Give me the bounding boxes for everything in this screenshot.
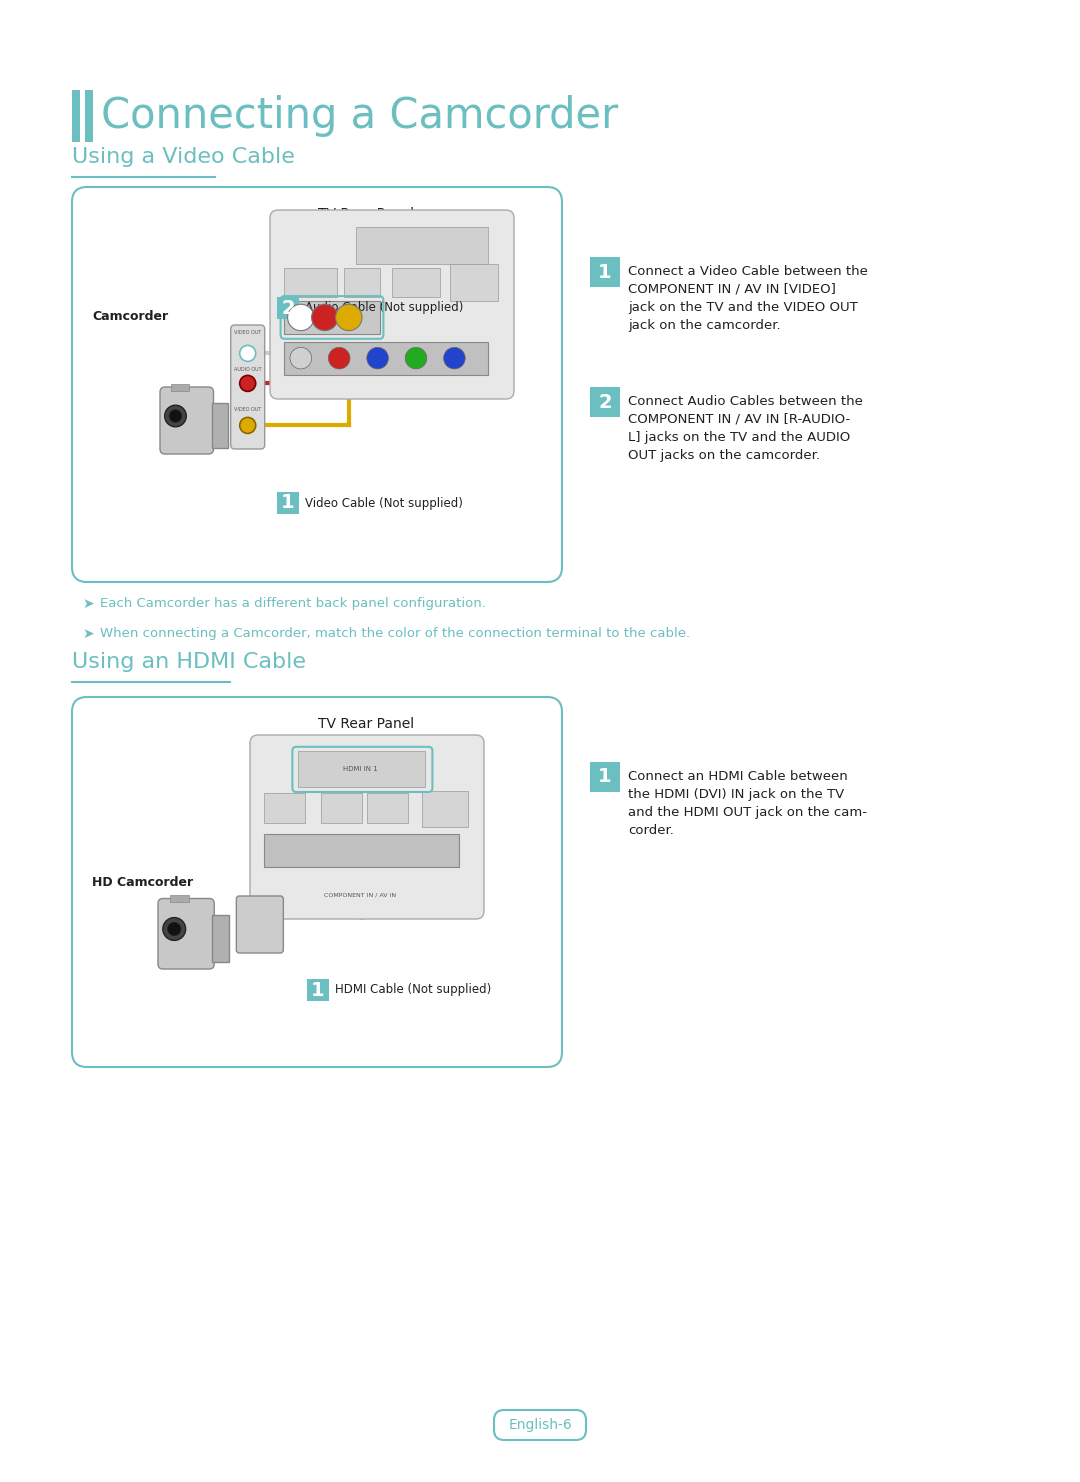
Text: Using a Video Cable: Using a Video Cable [72, 147, 295, 167]
Text: 2: 2 [281, 298, 295, 317]
Bar [213, 914, 229, 962]
Bar [284, 267, 337, 296]
Bar [449, 264, 498, 301]
Bar [367, 793, 408, 824]
Text: 1: 1 [281, 494, 295, 513]
Bar [171, 384, 189, 391]
Circle shape [240, 375, 256, 391]
Text: Using an HDMI Cable: Using an HDMI Cable [72, 652, 306, 671]
Circle shape [312, 304, 338, 330]
Text: Each Camcorder has a different back panel configuration.: Each Camcorder has a different back pane… [100, 597, 486, 611]
Circle shape [167, 922, 181, 935]
Bar [85, 90, 93, 142]
Text: Connecting a Camcorder: Connecting a Camcorder [102, 95, 618, 136]
Bar [392, 267, 440, 296]
Text: Connect an HDMI Cable between
the HDMI (DVI) IN jack on the TV
and the HDMI OUT : Connect an HDMI Cable between the HDMI (… [627, 771, 867, 837]
Text: 1: 1 [598, 262, 611, 282]
Bar [170, 895, 189, 903]
Text: 1: 1 [598, 768, 611, 787]
FancyBboxPatch shape [231, 325, 265, 449]
Bar [298, 751, 424, 787]
Circle shape [163, 917, 186, 941]
Text: Connect a Video Cable between the
COMPONENT IN / AV IN [VIDEO]
jack on the TV an: Connect a Video Cable between the COMPON… [627, 265, 868, 332]
Text: ➤: ➤ [82, 597, 94, 611]
Text: VIDEO OUT: VIDEO OUT [234, 330, 261, 335]
FancyBboxPatch shape [158, 898, 214, 969]
Text: HDMI Cable (Not supplied): HDMI Cable (Not supplied) [335, 984, 491, 996]
FancyBboxPatch shape [160, 387, 214, 453]
Bar [307, 980, 329, 1000]
Circle shape [328, 347, 350, 369]
FancyBboxPatch shape [72, 187, 562, 582]
Circle shape [444, 347, 465, 369]
Bar [284, 301, 380, 333]
Bar [264, 834, 459, 867]
Text: 1: 1 [311, 981, 325, 999]
FancyBboxPatch shape [72, 697, 562, 1067]
Bar [264, 793, 305, 824]
FancyBboxPatch shape [270, 210, 514, 399]
Text: HD Camcorder: HD Camcorder [92, 876, 193, 889]
Bar [276, 296, 299, 319]
FancyBboxPatch shape [249, 735, 484, 919]
Text: Camcorder: Camcorder [92, 311, 168, 323]
Text: Audio Cable (Not supplied): Audio Cable (Not supplied) [305, 301, 463, 314]
Text: When connecting a Camcorder, match the color of the connection terminal to the c: When connecting a Camcorder, match the c… [100, 627, 690, 640]
Circle shape [240, 418, 256, 433]
Bar [345, 267, 380, 296]
Circle shape [240, 345, 256, 362]
Circle shape [170, 409, 181, 422]
Text: English-6: English-6 [508, 1418, 572, 1432]
Bar [590, 387, 620, 416]
Bar [422, 791, 469, 827]
Text: 2: 2 [598, 393, 611, 412]
Circle shape [336, 304, 362, 330]
Bar [72, 90, 80, 142]
Bar [321, 793, 363, 824]
Circle shape [164, 405, 187, 427]
Circle shape [287, 304, 314, 330]
Text: COMPONENT IN / AV IN: COMPONENT IN / AV IN [324, 892, 396, 898]
FancyBboxPatch shape [237, 897, 283, 953]
Bar [284, 341, 488, 375]
Circle shape [367, 347, 389, 369]
Text: Connect Audio Cables between the
COMPONENT IN / AV IN [R-AUDIO-
L] jacks on the : Connect Audio Cables between the COMPONE… [627, 396, 863, 462]
Text: AUDIO OUT: AUDIO OUT [234, 366, 261, 372]
Circle shape [291, 347, 312, 369]
Circle shape [405, 347, 427, 369]
Text: TV Rear Panel: TV Rear Panel [318, 717, 414, 731]
Text: ➤: ➤ [82, 627, 94, 642]
Text: HDMI IN 1: HDMI IN 1 [342, 766, 378, 772]
Text: VIDEO OUT: VIDEO OUT [234, 408, 261, 412]
Bar [212, 403, 228, 448]
Text: TV Rear Panel: TV Rear Panel [318, 207, 414, 221]
Text: Video Cable (Not supplied): Video Cable (Not supplied) [305, 496, 463, 510]
Bar [356, 227, 488, 264]
Bar [276, 492, 299, 514]
Bar [590, 256, 620, 288]
Bar [590, 762, 620, 791]
